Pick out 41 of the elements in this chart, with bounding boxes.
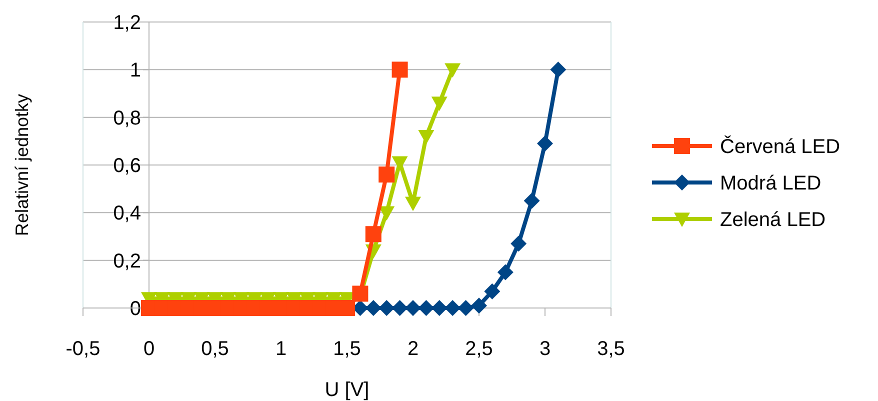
point [405, 300, 421, 316]
point [392, 156, 408, 171]
x-tick-label: 3,5 [597, 338, 625, 360]
y-tick-label: 0,4 [113, 202, 141, 225]
point [537, 136, 553, 152]
point [392, 300, 408, 316]
point [510, 236, 527, 252]
y-tick-label: 0,6 [113, 155, 141, 177]
point [444, 63, 461, 78]
y-tick-label: 0,8 [113, 107, 141, 130]
x-tick-label: -0,5 [66, 338, 100, 360]
point [352, 286, 368, 302]
x-tick-label: 2 [407, 338, 419, 360]
point [471, 298, 487, 314]
y-tick-label: 1,2 [113, 12, 141, 34]
legend-label: Modrá LED [720, 172, 822, 194]
x-axis-title: U [V] [324, 379, 370, 401]
y-tick-label: 0,2 [113, 250, 141, 272]
legend-label: Zelená LED [720, 209, 826, 231]
y-tick-label: 1 [130, 60, 141, 82]
point [405, 196, 421, 212]
point [524, 192, 540, 209]
point [431, 96, 448, 112]
x-tick-label: 2,5 [465, 338, 493, 360]
x-tick-label: 1,5 [333, 338, 361, 360]
x-tick-label: 3 [539, 338, 551, 360]
point [365, 226, 382, 242]
point [392, 62, 408, 78]
x-tick-label: 0,5 [201, 338, 229, 360]
legend-label: Červená LED [720, 135, 840, 158]
point [458, 300, 474, 316]
y-axis-title: Relativní jednotky [12, 94, 32, 236]
x-tick-label: 1 [275, 338, 287, 360]
point [497, 264, 514, 280]
point [484, 283, 500, 300]
x-tick-label: 0 [143, 338, 155, 360]
point [378, 166, 395, 183]
point [418, 300, 434, 316]
point [550, 62, 566, 78]
point [378, 206, 395, 221]
point [418, 130, 434, 144]
